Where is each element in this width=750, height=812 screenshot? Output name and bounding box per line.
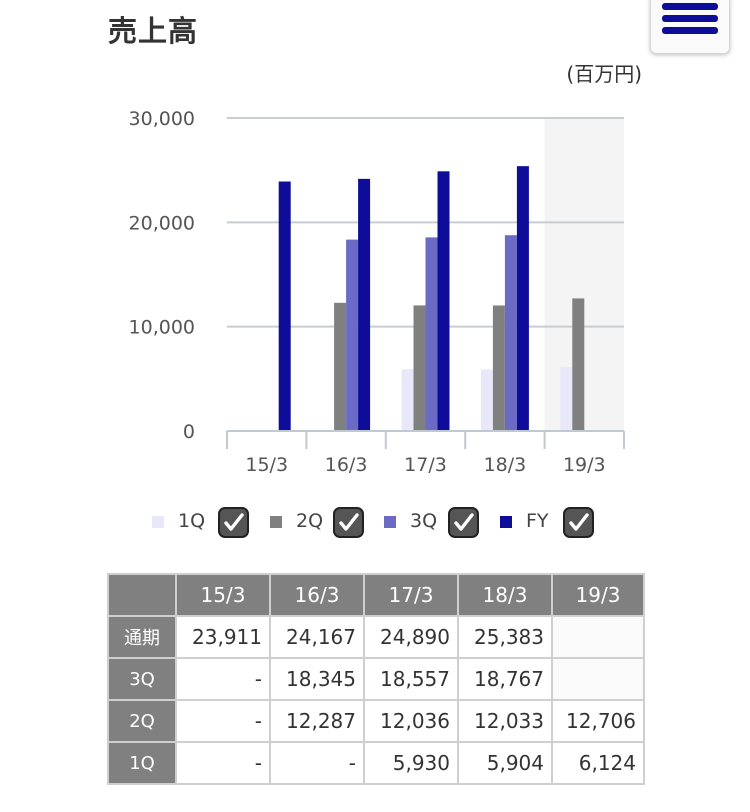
hamburger-menu-icon <box>662 15 718 22</box>
column-header: 15/3 <box>175 573 271 617</box>
y-tick-label: 30,000 <box>129 108 195 130</box>
legend-label-1q: 1Q <box>178 510 206 532</box>
table-cell: - <box>175 741 271 785</box>
table-cell: 23,911 <box>175 615 271 659</box>
table-cell <box>551 615 645 659</box>
table-corner-cell <box>107 573 177 617</box>
x-tick-label: 16/3 <box>325 454 368 476</box>
page-title: 売上高 <box>108 14 199 48</box>
table-cell: - <box>175 657 271 701</box>
y-tick-label: 0 <box>183 421 195 443</box>
y-tick-label: 20,000 <box>129 212 195 234</box>
hamburger-menu-icon <box>662 27 718 34</box>
x-tick-label: 19/3 <box>563 454 606 476</box>
y-tick-label: 10,000 <box>129 317 195 339</box>
legend-swatch-3q <box>384 516 396 528</box>
table-cell: 18,557 <box>363 657 459 701</box>
table-row: 通期 23,911 24,167 24,890 25,383 <box>107 615 645 659</box>
bar-1q <box>560 367 573 431</box>
table-cell: 6,124 <box>551 741 645 785</box>
table-cell: 18,345 <box>269 657 365 701</box>
bar-2q <box>413 305 426 431</box>
table-cell: 24,167 <box>269 615 365 659</box>
row-header: 2Q <box>107 699 177 743</box>
legend-label-3q: 3Q <box>410 510 438 532</box>
table-cell: 12,036 <box>363 699 459 743</box>
bar-3q <box>346 239 359 431</box>
table-cell: 24,890 <box>363 615 459 659</box>
table-cell: 25,383 <box>457 615 553 659</box>
hamburger-menu-icon <box>662 3 718 10</box>
bar-fy <box>437 171 450 431</box>
table-cell: - <box>175 699 271 743</box>
table-cell: 12,033 <box>457 699 553 743</box>
column-header: 17/3 <box>363 573 459 617</box>
x-tick-label: 18/3 <box>484 454 527 476</box>
table-row: 3Q - 18,345 18,557 18,767 <box>107 657 645 701</box>
x-tick-label: 17/3 <box>404 454 447 476</box>
unit-label: (百万円) <box>566 62 642 86</box>
table-row: 2Q - 12,287 12,036 12,033 12,706 <box>107 699 645 743</box>
checkbox-checked-icon[interactable] <box>563 507 594 538</box>
bar-fy <box>358 178 371 431</box>
row-header: 通期 <box>107 615 177 659</box>
table-cell: 5,930 <box>363 741 459 785</box>
table-cell: 12,706 <box>551 699 645 743</box>
table-header-row: 15/3 16/3 17/3 18/3 19/3 <box>107 573 645 617</box>
column-header: 19/3 <box>551 573 645 617</box>
chart-legend: 1Q 2Q 3Q FY <box>0 505 750 541</box>
table-cell: 5,904 <box>457 741 553 785</box>
menu-button[interactable] <box>650 0 730 54</box>
table-cell: 12,287 <box>269 699 365 743</box>
bar-2q <box>334 302 347 431</box>
legend-label-fy: FY <box>526 510 549 532</box>
x-tick-label: 15/3 <box>245 454 288 476</box>
row-header: 3Q <box>107 657 177 701</box>
checkbox-checked-icon[interactable] <box>333 507 364 538</box>
column-header: 16/3 <box>269 573 365 617</box>
legend-swatch-fy <box>500 516 512 528</box>
bar-3q <box>504 235 517 431</box>
legend-label-2q: 2Q <box>296 510 324 532</box>
checkbox-checked-icon[interactable] <box>448 507 479 538</box>
sales-bar-chart: 0 10,000 20,000 30,000 15/3 16/3 17/3 18/3 19/3 <box>129 108 625 476</box>
bar-2q <box>572 298 585 431</box>
table-cell <box>551 657 645 701</box>
legend-swatch-1q <box>152 516 164 528</box>
table-cell: 18,767 <box>457 657 553 701</box>
bar-1q <box>480 369 493 431</box>
table-cell: - <box>269 741 365 785</box>
bar-fy <box>516 166 529 431</box>
checkbox-checked-icon[interactable] <box>218 507 249 538</box>
bar-1q <box>401 369 414 431</box>
legend-swatch-2q <box>270 516 282 528</box>
bar-2q <box>492 305 505 431</box>
sales-data-table: 15/3 16/3 17/3 18/3 19/3 通期 23,911 24,16… <box>107 573 645 785</box>
table-row: 1Q - - 5,930 5,904 6,124 <box>107 741 645 785</box>
row-header: 1Q <box>107 741 177 785</box>
column-header: 18/3 <box>457 573 553 617</box>
bar-fy <box>278 181 291 431</box>
bar-3q <box>425 237 438 431</box>
